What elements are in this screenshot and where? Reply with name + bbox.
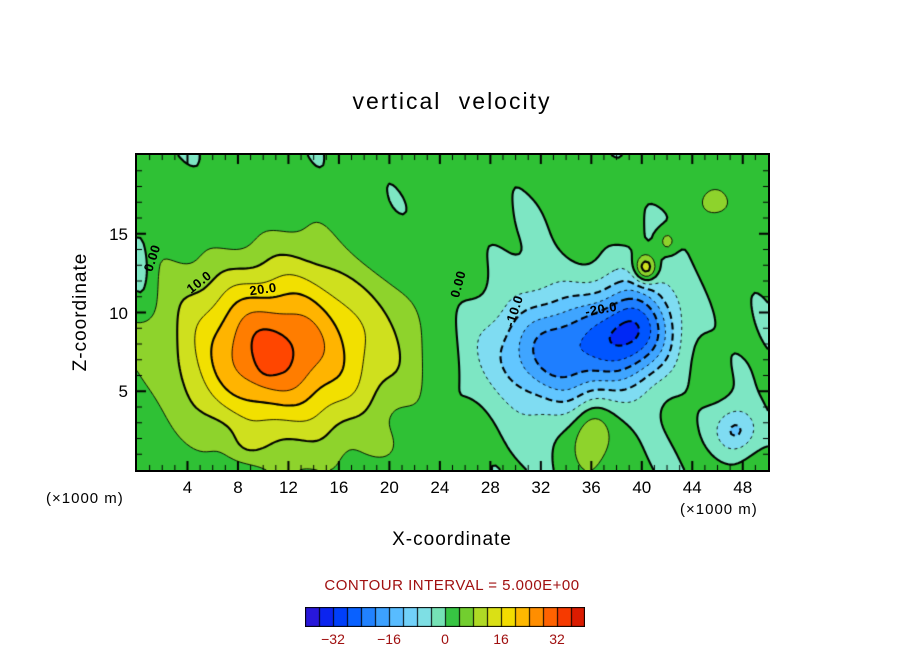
z-tick-label: 15 xyxy=(109,224,128,244)
x-axis-label: X-coordinate xyxy=(392,529,512,550)
x-tick-label: 16 xyxy=(329,478,349,497)
x-tick-label: 40 xyxy=(632,478,652,497)
colorbar-tick-label: 32 xyxy=(549,631,565,647)
x-tick-label: 44 xyxy=(682,478,702,497)
contour-interval-note: CONTOUR INTERVAL = 5.000E+00 xyxy=(324,577,580,594)
colorbar-tick-label: 0 xyxy=(441,631,449,647)
x-tick-label: 24 xyxy=(430,478,450,497)
x-tick-label: 8 xyxy=(233,478,243,497)
z-axis-label: Z-coordinate xyxy=(70,252,91,372)
x-unit-label-left: (×1000 m) xyxy=(46,490,124,507)
x-tick-label: 36 xyxy=(581,478,601,497)
colorbar-tick-label: −16 xyxy=(377,631,401,647)
contour-plot-frame xyxy=(135,153,770,472)
chart-title: vertical velocity xyxy=(352,88,552,114)
x-unit-label-right: (×1000 m) xyxy=(680,501,758,518)
x-tick-label: 4 xyxy=(182,478,193,497)
contour-plot-canvas xyxy=(137,155,768,470)
colorbar-tick-label: −32 xyxy=(321,631,345,647)
z-tick-label: 5 xyxy=(118,382,128,402)
colorbar xyxy=(305,607,585,627)
x-tick-label: 20 xyxy=(379,478,399,497)
colorbar-tick-label: 16 xyxy=(493,631,509,647)
x-tick-label: 28 xyxy=(480,478,500,497)
x-tick-label: 32 xyxy=(531,478,551,497)
z-tick-label: 10 xyxy=(109,303,128,323)
x-tick-label: 48 xyxy=(733,478,753,497)
x-tick-label: 12 xyxy=(278,478,298,497)
